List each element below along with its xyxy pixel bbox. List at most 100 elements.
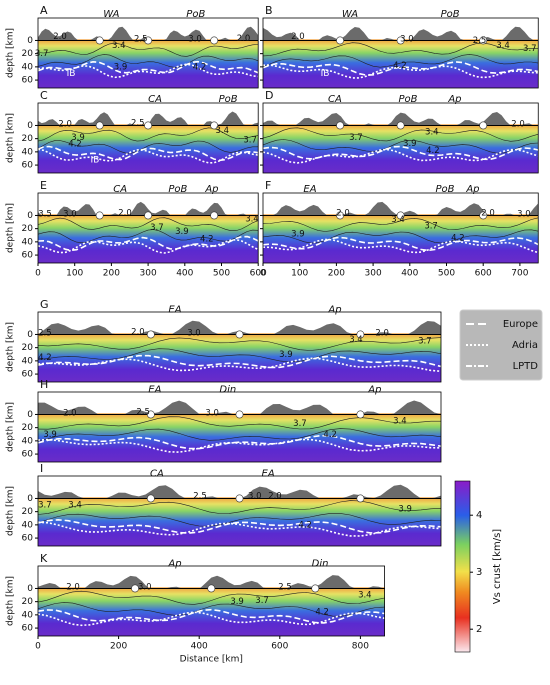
contour: [263, 229, 539, 244]
contour-label: 3.0: [138, 583, 152, 593]
contour-label: 3.5: [38, 210, 52, 220]
region-label: EA: [303, 184, 316, 195]
contour-label: 2.0: [63, 409, 77, 419]
marker-circle: [95, 211, 104, 220]
contour-label: 3.7: [418, 337, 432, 347]
marker-circle: [207, 584, 216, 593]
contour-label: 3.0: [188, 35, 202, 45]
panel-label: A: [40, 4, 48, 17]
contour-label: 2.0: [268, 491, 282, 501]
x-tick-label: 700: [511, 269, 528, 279]
marker-circle: [396, 36, 405, 45]
marker-circle: [235, 330, 244, 339]
contour: [38, 145, 259, 162]
panel: K 0 20 40 60 depth [km] 0 200 400 600 800 Distance …: [6, 552, 385, 665]
contour-label: 3.4: [68, 501, 82, 511]
contour-label: 3.4: [112, 41, 126, 51]
region-label: PoB: [219, 94, 238, 105]
contour-label: 2.0: [291, 32, 305, 42]
panel: I 0 20 40 60 depth [km] CA EA 2.5 3.0 2.0 3.7 3.4 4.2…: [6, 462, 442, 547]
region-label: Din: [219, 384, 236, 395]
marker-circle: [336, 211, 344, 220]
colorbar-tick-label: 2: [476, 624, 482, 635]
region-label: PoB: [441, 9, 460, 20]
inset-label: IB: [67, 69, 76, 79]
region-label: CA: [148, 94, 162, 105]
frame: [37, 475, 442, 547]
contour-label: 3.7: [349, 133, 363, 143]
y-tick-label: 20: [22, 597, 34, 607]
x-tick-label: 0: [35, 269, 41, 279]
contour: [38, 438, 441, 453]
panel-label: H: [40, 378, 48, 391]
contour-label: 3.7: [523, 44, 537, 54]
y-tick-label: 60: [22, 76, 34, 86]
contour: [38, 518, 441, 534]
marker-circle: [144, 211, 152, 220]
x-tick-label: 200: [110, 642, 127, 652]
contour-label: 3.9: [403, 139, 417, 149]
contour-label: 3.7: [38, 501, 52, 511]
legend-label: LPTD: [513, 361, 539, 372]
contour-label: 4.2: [315, 608, 329, 618]
region-label: Ap: [327, 304, 341, 315]
region-label: PoB: [186, 9, 205, 20]
panel-label: G: [40, 298, 49, 311]
marker-circle: [146, 330, 155, 339]
inset-label: IB: [90, 155, 99, 165]
contour: [38, 63, 259, 79]
marker-circle: [311, 584, 320, 593]
contour-label: 3.7: [255, 596, 269, 606]
contour: [263, 238, 539, 254]
contour: [38, 140, 259, 154]
y-tick-label: 40: [22, 356, 34, 366]
inset-label: IB: [321, 69, 330, 79]
frame: [37, 565, 385, 637]
contour-label: 3.7: [35, 49, 49, 59]
contour-label: 3.4: [349, 335, 363, 345]
velocity-image: [263, 193, 539, 263]
contour-label: 3.4: [245, 214, 259, 224]
contour-label: 2.5: [193, 491, 207, 501]
contour: [38, 611, 385, 627]
section-body: [263, 193, 539, 263]
x-tick-label: 200: [328, 269, 345, 279]
contour: [38, 513, 441, 527]
x-axis-label: Distance [km]: [180, 655, 243, 665]
contour-label: 2.0: [58, 120, 72, 130]
contour-label: 3.9: [230, 597, 244, 607]
contour-label: 3.4: [425, 128, 439, 138]
topography: [38, 111, 259, 126]
marker-circle: [146, 494, 155, 503]
contour-label: 3.0: [400, 35, 414, 45]
y-tick-label: 40: [22, 237, 34, 247]
contour: [38, 354, 441, 369]
contour-label: 2.5: [134, 35, 148, 45]
marker-circle: [336, 36, 344, 45]
region-label: Ap: [465, 184, 479, 195]
x-tick-label: 500: [213, 269, 230, 279]
contour-label: 3.0: [248, 491, 262, 501]
contour: [38, 348, 441, 363]
region-label: PoB: [398, 94, 417, 105]
panel: G 0 20 40 60 depth [km] EA Ap 2.5 2.0 3.0 3.4 3.7 3.9…: [6, 298, 442, 383]
x-tick-label: 800: [352, 642, 369, 652]
contour-label: 4.2: [193, 62, 207, 72]
legend-box: [459, 309, 543, 381]
contour-label: 3.0: [63, 210, 77, 220]
marker-circle: [131, 584, 139, 593]
topography: [38, 26, 259, 41]
contour: [263, 61, 539, 76]
legend: Europe Adria LPTD: [459, 309, 543, 381]
contour-label: 2.0: [336, 208, 350, 218]
y-axis-label: depth [km]: [6, 28, 16, 78]
x-tick-label: 0: [260, 269, 266, 279]
contour: [38, 608, 385, 624]
contour: [263, 236, 539, 252]
marker-circle: [356, 410, 365, 419]
frame: [37, 311, 442, 383]
y-tick-label: 20: [22, 507, 34, 517]
contour: [263, 217, 539, 232]
contour: [38, 500, 441, 515]
